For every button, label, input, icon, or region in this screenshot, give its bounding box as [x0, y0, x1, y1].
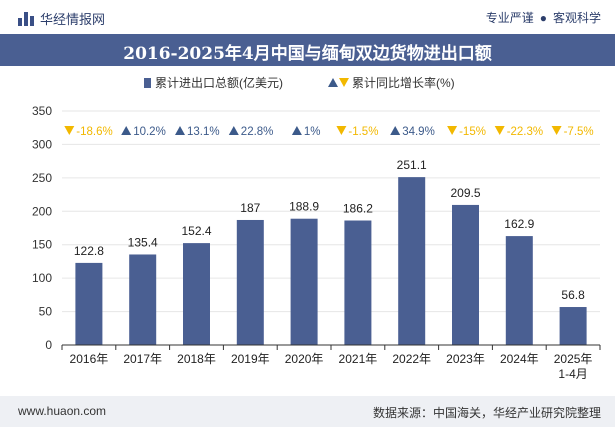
bar [290, 218, 318, 345]
brand: 华经情报网 [18, 9, 105, 28]
y-tick-label: 250 [32, 171, 52, 185]
growth-label: -7.5% [564, 126, 594, 138]
growth-up-icon [390, 126, 401, 135]
x-tick-label-line: 2016年 [70, 352, 109, 366]
brand-name: 华经情报网 [40, 12, 106, 27]
legend-up-icon [328, 78, 338, 87]
legend: 累计进出口总额(亿美元) 累计同比增长率(%) [144, 75, 455, 90]
growth-up-icon [291, 126, 302, 135]
footer-website: www.huaon.com [18, 404, 107, 418]
bar [505, 236, 533, 345]
y-tick-label: 150 [32, 238, 52, 252]
x-tick-label: 2019年 [231, 352, 270, 366]
bar-value-label: 186.2 [343, 202, 373, 216]
x-tick-label-line: 2019年 [231, 352, 270, 366]
bar-value-label: 187 [240, 201, 260, 215]
logo-icon [18, 11, 34, 26]
growth-up-icon [175, 126, 185, 135]
y-tick-label: 50 [39, 305, 53, 319]
x-tick-label-line: 1-4月 [558, 367, 587, 381]
bar [452, 204, 479, 345]
growth-label: 13.1% [187, 126, 220, 138]
growth-down-icon [64, 126, 75, 135]
bar [129, 254, 157, 345]
bar [183, 243, 210, 345]
x-tick-label: 2018年 [177, 352, 216, 366]
growth-label: 10.2% [133, 126, 166, 138]
slogan-separator: ● [539, 10, 547, 25]
bar [344, 220, 372, 345]
growth-label: -1.5% [348, 126, 378, 138]
bar-value-label: 251.1 [397, 158, 427, 172]
x-tick-label: 2023年 [446, 352, 485, 366]
slogan-right: 客观科学 [552, 11, 601, 25]
x-tick-label-line: 2020年 [285, 352, 324, 366]
bar [75, 262, 103, 345]
growth-down-icon [551, 126, 562, 135]
growth-label: 1% [304, 126, 321, 138]
bar-value-label: 56.8 [561, 288, 585, 302]
x-tick-label: 2024年 [500, 352, 539, 366]
top-bar: 华经情报网 专业严谨 ● 客观科学 [0, 0, 615, 34]
y-axis: 0 50 100 150 200 250 300 350 [32, 104, 52, 352]
slogan: 专业严谨 ● 客观科学 [486, 9, 601, 26]
x-tick-label-line: 2018年 [177, 352, 216, 366]
y-tick-label: 200 [32, 204, 52, 218]
bar [236, 219, 264, 345]
x-axis: 2016年 2017年 2018年 2019年 2020年 2021年 2022年 2023年… [61, 344, 601, 381]
growth-down-icon [494, 126, 505, 135]
legend-bar-label: 累计进出口总额(亿美元) [155, 75, 283, 90]
bar-value-label: 188.9 [289, 200, 319, 214]
bar-value-label: 209.5 [450, 186, 480, 200]
growth-up-icon [228, 126, 239, 135]
bar [559, 307, 587, 345]
growth-label: 34.9% [402, 126, 435, 138]
x-tick-label-line: 2025年 [554, 352, 593, 366]
x-tick-label-line: 2022年 [392, 352, 431, 366]
y-tick-label: 100 [32, 271, 52, 285]
y-tick-label: 350 [32, 104, 52, 118]
footer: www.huaon.com 数据来源：中国海关，华经产业研究院整理 [0, 396, 615, 427]
legend-down-icon [339, 78, 349, 87]
slogan-left: 专业严谨 [485, 11, 534, 25]
legend-growth-label: 累计同比增长率(%) [352, 75, 455, 90]
bar-value-label: 162.9 [504, 217, 534, 231]
bar-value-label: 135.4 [128, 235, 158, 249]
growth-label: -15% [459, 126, 486, 138]
growth-labels: -18.6% 10.2% 13.1% 22.8% 1% -1.5% 34.9% -15% -22… [64, 126, 594, 138]
x-tick-label-line: 2023年 [446, 352, 485, 366]
y-tick-label: 0 [45, 338, 52, 352]
x-tick-label: 2017年 [123, 352, 162, 366]
growth-down-icon [336, 126, 347, 135]
x-tick-label: 2020年 [285, 352, 324, 366]
growth-label: 22.8% [241, 126, 274, 138]
x-tick-label: 2022年 [392, 352, 431, 366]
x-tick-label: 2016年 [70, 352, 109, 366]
x-tick-label: 2025年 1-4月 [554, 352, 593, 381]
bars: 122.8 135.4 152.4 187 188.9 186.2 251.1 209.5 16… [74, 158, 587, 345]
bar [398, 177, 426, 345]
bar-value-label: 152.4 [181, 224, 211, 238]
legend-bar-swatch [144, 78, 151, 88]
chart: 累计进出口总额(亿美元) 累计同比增长率(%) 0 50 100 150 200 250 3… [32, 75, 601, 381]
growth-label: -22.3% [507, 126, 543, 138]
y-tick-label: 300 [32, 137, 52, 151]
chart-title: 2016-2025年4月中国与缅甸双边货物进出口额 [123, 44, 492, 64]
growth-label: -18.6% [76, 126, 112, 138]
x-tick-label: 2021年 [339, 352, 378, 366]
x-tick-label-line: 2017年 [123, 352, 162, 366]
growth-down-icon [447, 126, 458, 135]
x-tick-label-line: 2021年 [339, 352, 378, 366]
growth-up-icon [121, 126, 132, 135]
bar-value-label: 122.8 [74, 244, 104, 258]
x-tick-label-line: 2024年 [500, 352, 539, 366]
title-bar: 2016-2025年4月中国与缅甸双边货物进出口额 [0, 34, 615, 66]
footer-source: 数据来源：中国海关，华经产业研究院整理 [372, 406, 601, 420]
